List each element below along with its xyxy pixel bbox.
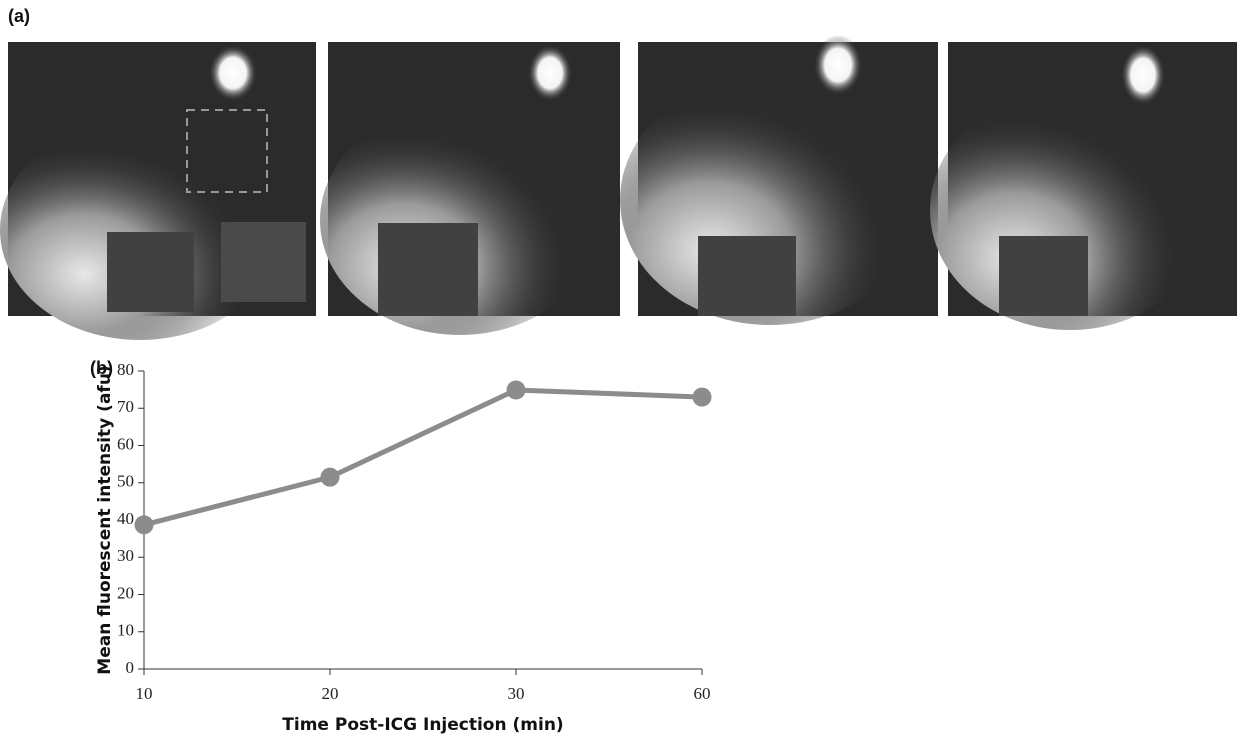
- data-point: [506, 380, 526, 400]
- y-tick-label: 0: [126, 658, 135, 677]
- data-point: [134, 515, 154, 535]
- x-tick-label: 20: [322, 684, 339, 703]
- panel-label: (a): [8, 6, 30, 26]
- data-point: [320, 467, 340, 487]
- y-tick-label: 40: [117, 509, 134, 528]
- y-tick-label: 30: [117, 546, 134, 565]
- x-tick-label: 10: [136, 684, 153, 703]
- y-tick-label: 80: [117, 360, 134, 379]
- y-tick-label: 70: [117, 397, 134, 416]
- x-tick-label: 30: [508, 684, 525, 703]
- y-axis-label: Mean fluorescent intensity (afu): [95, 365, 115, 674]
- y-tick-label: 10: [117, 621, 134, 640]
- image-panel: [930, 42, 1237, 330]
- panel-label: (b): [90, 358, 113, 378]
- image-panel: [0, 42, 316, 340]
- data-point: [692, 387, 712, 407]
- y-tick-label: 50: [117, 472, 134, 491]
- data-line: [143, 387, 703, 528]
- x-tick-label: 60: [694, 684, 711, 703]
- image-panel: [620, 35, 938, 325]
- y-tick-label: 20: [117, 583, 134, 602]
- image-panel: [320, 42, 620, 335]
- x-axis-label: Time Post-ICG Injection (min): [282, 715, 563, 735]
- y-tick-label: 60: [117, 434, 134, 453]
